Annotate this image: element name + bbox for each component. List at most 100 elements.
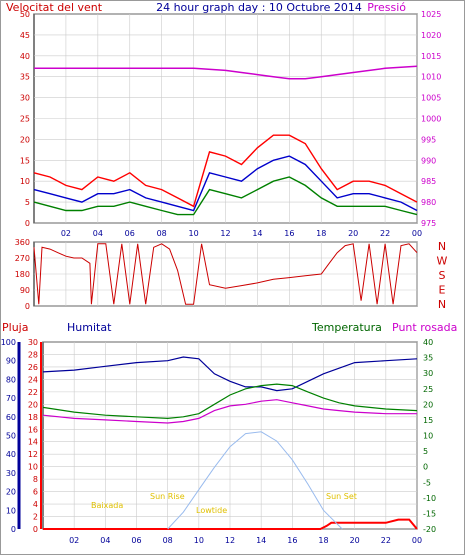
temperature-tick-label: -10 [423,494,436,503]
pressure-tick-label: 1025 [421,10,441,19]
temperature-hour-tick-label: 20 [350,536,360,545]
dewpoint-label: Punt rosada [392,321,457,334]
chart-title: 24 hour graph day : 10 Octubre 2014 [156,1,362,14]
compass-tick-label: S [439,269,446,282]
wind-series-pressi-line [34,65,418,80]
rain-tick-label: 14 [28,438,38,447]
pressure-tick-label: 1015 [421,52,441,61]
rain-tick-label: 8 [33,475,38,484]
wind-hour-tick-label: 18 [316,229,326,238]
temperature-hour-tick-label: 12 [225,536,235,545]
series-solar-line [167,431,343,530]
wind-series-low-line [33,176,418,216]
temperature-label: Temperatura [311,321,382,334]
rain-tick-label: 26 [28,363,38,372]
series-humitat-line [42,356,418,392]
series-temperatura-line [42,383,418,420]
wind-series-gust-line [33,134,418,208]
direction-degree-axis: 0 90 180 270 360 [15,238,30,311]
rain-tick-label: 2 [33,513,38,522]
humidity-axis: 0 10 20 30 40 50 60 70 80 90 100 [1,338,21,534]
rain-tick-label: 22 [28,388,38,397]
wind-tick-label: 50 [20,10,30,19]
wind-tick-label: 0 [25,219,30,228]
rain-tick-label: 10 [28,463,38,472]
compass-tick-label: W [437,255,448,268]
rain-tick-label: 0 [33,525,38,534]
temperature-hour-tick-label: 00 [412,536,422,545]
wind-hour-tick-label: 02 [61,229,71,238]
rain-tick-label: 28 [28,350,38,359]
pressure-axis: 975 980 985 990 995 1000 1005 1010 1015 1020 1025 [421,10,441,228]
temperature-hour-tick-label: 04 [100,536,110,545]
temperature-tick-label: 20 [423,400,433,409]
wind-hour-tick-label: 12 [220,229,230,238]
temperature-hour-tick-label: 10 [194,536,204,545]
compass-tick-label: N [438,240,446,253]
pressure-label: Pressió [367,1,406,14]
temperature-axis: -20 -15 -10 -5 0 5 10 15 20 25 30 35 40 [423,338,436,534]
pressure-tick-label: 985 [421,177,436,186]
humidity-tick-label: 60 [6,413,16,422]
sun-set-annotation: Sun Set [326,492,357,501]
wind-speed-label: Velocitat del vent [6,1,103,14]
wind-hour-tick-label: 00 [412,229,422,238]
wind-hour-tick-label: 16 [284,229,294,238]
pressure-tick-label: 1010 [421,73,441,82]
wind-grid [34,13,418,224]
temperature-tick-label: 0 [423,463,428,472]
wind-series-average-line [33,155,418,212]
wind-hour-tick-label: 06 [125,229,135,238]
temperature-hour-tick-label: 06 [131,536,141,545]
wind-tick-label: 35 [20,73,30,82]
temperature-tick-label: 10 [423,432,433,441]
wind-tick-label: 10 [20,177,30,186]
direction-tick-label: 90 [20,286,30,295]
humidity-tick-label: 10 [6,506,16,515]
wind-hour-tick-label: 20 [348,229,358,238]
temperature-tick-label: -5 [423,478,431,487]
temperature-tick-label: 40 [423,338,433,347]
temperature-hour-tick-label: 08 [163,536,173,545]
rain-tick-label: 6 [33,488,38,497]
humidity-tick-label: 50 [6,432,16,441]
wind-direction-line [33,243,418,305]
pressure-tick-label: 995 [421,135,436,144]
wind-tick-label: 45 [20,31,30,40]
rain-tick-label: 16 [28,425,38,434]
wind-tick-label: 5 [25,198,30,207]
rain-tick-label: 30 [28,338,38,347]
temperature-series [42,356,418,530]
wind-hour-tick-label: 22 [380,229,390,238]
compass-tick-label: E [439,284,446,297]
temperature-tick-label: 30 [423,369,433,378]
temperature-grid [43,341,418,530]
rain-tick-label: 20 [28,400,38,409]
humidity-tick-label: 30 [6,469,16,478]
temperature-tick-label: 15 [423,416,433,425]
direction-tick-label: 270 [15,254,30,263]
humidity-tick-label: 100 [1,338,16,347]
temperature-hour-axis: 02 04 06 08 10 12 14 16 18 20 22 00 [69,536,422,545]
humidity-tick-label: 90 [6,357,16,366]
wind-tick-label: 40 [20,52,30,61]
temperature-hour-tick-label: 22 [381,536,391,545]
rain-tick-label: 24 [28,375,38,384]
humidity-tick-label: 40 [6,450,16,459]
temperature-hour-tick-label: 14 [256,536,266,545]
rain-label: Pluja [2,321,28,334]
direction-series [33,243,418,305]
temperature-tick-label: 35 [423,354,433,363]
temperature-tick-label: 25 [423,385,433,394]
pressure-tick-label: 990 [421,156,436,165]
pressure-tick-label: 1020 [421,31,441,40]
temperature-tick-label: 5 [423,447,428,456]
direction-tick-label: 360 [15,238,30,247]
temperature-hour-tick-label: 18 [318,536,328,545]
pressure-tick-label: 980 [421,198,436,207]
wind-speed-axis: 0 5 10 15 20 25 30 35 40 45 50 [20,10,30,228]
